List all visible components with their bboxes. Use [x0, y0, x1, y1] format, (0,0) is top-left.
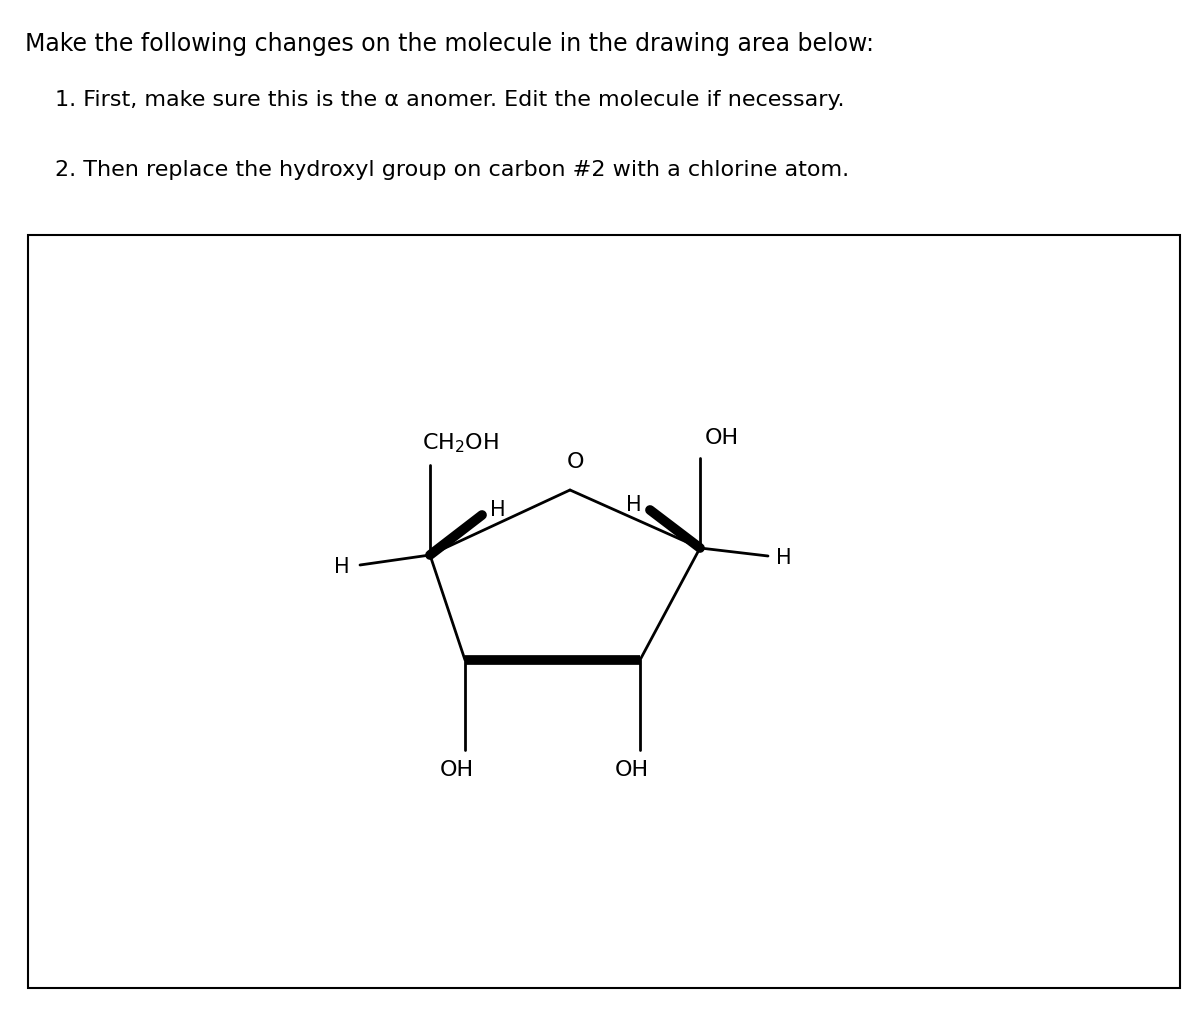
Text: OH: OH	[614, 760, 649, 780]
Text: OH: OH	[706, 428, 739, 448]
Text: H: H	[626, 495, 642, 515]
Text: CH$_2$OH: CH$_2$OH	[422, 431, 499, 455]
Bar	[28, 235, 1180, 988]
Text: O: O	[566, 452, 583, 472]
Text: H: H	[490, 500, 505, 520]
Text: 2. Then replace the hydroxyl group on carbon #2 with a chlorine atom.: 2. Then replace the hydroxyl group on ca…	[55, 160, 850, 180]
Text: OH: OH	[440, 760, 474, 780]
Text: 1. First, make sure this is the α anomer. Edit the molecule if necessary.: 1. First, make sure this is the α anomer…	[55, 90, 845, 110]
Text: H: H	[335, 557, 350, 577]
Text: Make the following changes on the molecule in the drawing area below:: Make the following changes on the molecu…	[25, 32, 874, 56]
Text: H: H	[776, 548, 792, 568]
